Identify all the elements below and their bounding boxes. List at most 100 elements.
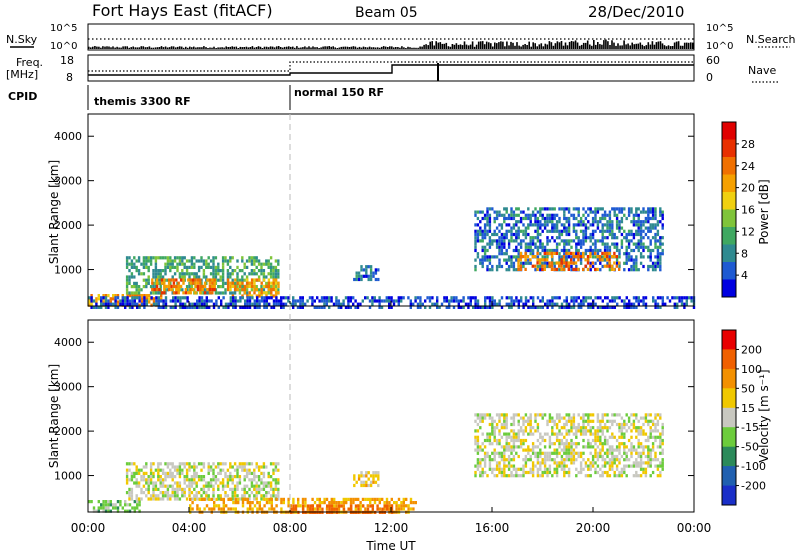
- noise-sky-sample: [544, 43, 547, 49]
- heatmap-cell: [217, 305, 220, 309]
- heatmap-cell: [272, 294, 275, 298]
- heatmap-cell: [534, 207, 537, 211]
- heatmap-cell: [541, 267, 544, 271]
- heatmap-cell: [522, 432, 525, 436]
- heatmap-cell: [272, 491, 275, 495]
- heatmap-cell: [250, 471, 254, 475]
- heatmap-cell: [297, 504, 300, 508]
- heatmap-cell: [191, 501, 194, 505]
- heatmap-cell: [534, 268, 537, 272]
- heatmap-cell: [582, 413, 585, 417]
- heatmap-cell: [527, 422, 530, 427]
- heatmap-cell: [195, 465, 198, 469]
- heatmap-cell: [199, 291, 202, 295]
- noise-sky-sample: [346, 46, 349, 49]
- heatmap-cell: [543, 245, 547, 249]
- heatmap-cell: [608, 268, 612, 272]
- heatmap-cell: [567, 454, 571, 459]
- heatmap-cell: [620, 242, 624, 246]
- heatmap-cell: [159, 481, 162, 485]
- heatmap-cell: [241, 501, 245, 505]
- heatmap-cell: [221, 259, 225, 263]
- heatmap-cell: [166, 465, 170, 469]
- heatmap-cell: [598, 258, 602, 262]
- heatmap-cell: [212, 305, 216, 309]
- heatmap-cell: [374, 271, 378, 275]
- heatmap-cell: [577, 296, 580, 300]
- heatmap-cell: [515, 432, 518, 436]
- heatmap-cell: [628, 302, 631, 306]
- heatmap-cell: [639, 445, 643, 449]
- heatmap-cell: [121, 299, 124, 303]
- heatmap-cell: [323, 501, 326, 505]
- heatmap-cell: [226, 494, 230, 498]
- heatmap-cell: [601, 251, 604, 255]
- heatmap-cell: [483, 232, 487, 237]
- heatmap-cell: [145, 481, 148, 485]
- heatmap-cell: [272, 275, 275, 279]
- heatmap-cell: [366, 296, 369, 300]
- heatmap-cell: [208, 305, 211, 309]
- heatmap-cell: [519, 210, 523, 214]
- heatmap-cell: [378, 507, 381, 511]
- heatmap-cell: [402, 507, 405, 511]
- heatmap-cell: [548, 216, 552, 221]
- heatmap-cell: [229, 475, 232, 479]
- heatmap-cell: [654, 210, 657, 214]
- heatmap-cell: [539, 239, 542, 243]
- heatmap-cell: [241, 288, 244, 292]
- heatmap-cell: [534, 264, 537, 268]
- heatmap-cell: [234, 501, 237, 505]
- heatmap-cell: [637, 248, 640, 253]
- heatmap-cell: [274, 465, 278, 469]
- noise-sky-sample: [441, 43, 444, 49]
- heatmap-cell: [563, 467, 566, 471]
- heatmap-cell: [510, 451, 513, 455]
- heatmap-cell: [529, 413, 532, 417]
- heatmap-cell: [229, 507, 233, 511]
- heatmap-cell: [476, 429, 480, 433]
- heatmap-cell: [142, 471, 146, 475]
- heatmap-cell: [365, 268, 368, 272]
- heatmap-cell: [253, 269, 256, 273]
- heatmap-cell: [632, 413, 636, 417]
- heatmap-cell: [359, 501, 362, 505]
- heatmap-cell: [102, 300, 105, 304]
- noise-sky-sample: [368, 46, 371, 49]
- heatmap-cell: [630, 442, 633, 446]
- heatmap-cell: [409, 302, 412, 306]
- noise-sky-sample: [471, 41, 474, 49]
- noise-sky-sample: [655, 42, 658, 49]
- heatmap-cell: [221, 478, 225, 482]
- heatmap-cell: [579, 454, 583, 459]
- heatmap-cell: [353, 277, 356, 282]
- heatmap-cell: [486, 454, 489, 459]
- heatmap-cell: [226, 475, 230, 479]
- heatmap-cell: [649, 258, 652, 262]
- heatmap-cell: [178, 484, 182, 488]
- heatmap-cell: [131, 302, 134, 306]
- heatmap-cell: [632, 302, 636, 306]
- heatmap-cell: [125, 259, 129, 263]
- heatmap-cell: [405, 497, 408, 501]
- heatmap-cell: [579, 245, 583, 249]
- heatmap-cell: [318, 305, 321, 309]
- heatmap-cell: [570, 299, 573, 303]
- heatmap-cell: [553, 448, 556, 452]
- noise-sky-sample: [195, 47, 197, 49]
- heatmap-cell: [644, 454, 648, 459]
- heatmap-cell: [512, 448, 516, 452]
- noise-sky-sample: [376, 47, 379, 49]
- heatmap-cell: [510, 239, 513, 243]
- heatmap-cell: [181, 272, 184, 276]
- heatmap-cell: [154, 291, 158, 295]
- heatmap-cell: [112, 506, 115, 510]
- heatmap-cell: [613, 454, 616, 459]
- heatmap-cell: [248, 462, 251, 466]
- heatmap-cell: [618, 422, 621, 427]
- heatmap-cell: [365, 265, 368, 269]
- heatmap-cell: [173, 265, 177, 269]
- heatmap-cell: [185, 272, 189, 276]
- heatmap-cell: [534, 220, 537, 224]
- heatmap-cell: [618, 261, 621, 265]
